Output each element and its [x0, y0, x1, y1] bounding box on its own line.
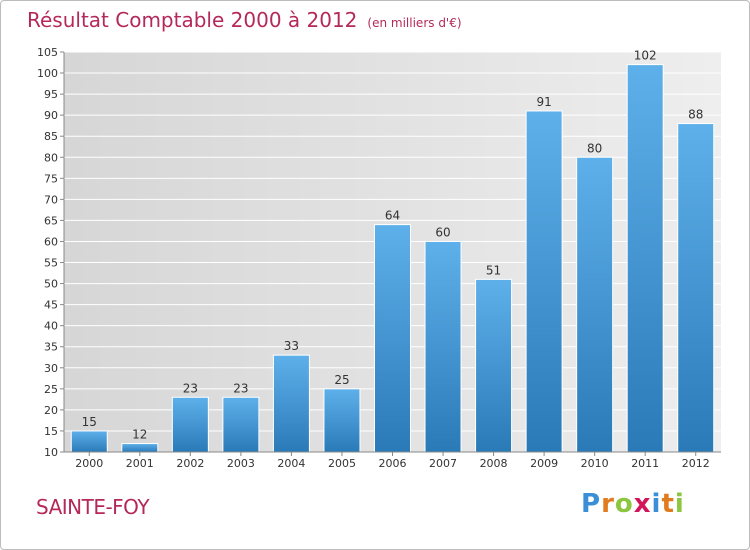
y-tick-label: 20	[44, 404, 58, 417]
logo-letter: i	[674, 489, 685, 519]
bar-value-label: 64	[385, 209, 400, 223]
logo-letter: o	[614, 489, 634, 519]
bar	[475, 278, 513, 453]
proxiti-logo: Proxiti	[581, 489, 685, 519]
bar-value-label: 51	[486, 263, 501, 277]
y-tick-label: 40	[44, 320, 58, 333]
x-tick-label: 2005	[328, 457, 356, 470]
x-tick-label: 2012	[682, 457, 710, 470]
bar-value-label: 25	[334, 373, 349, 387]
y-tick-label: 90	[44, 109, 58, 122]
x-tick-label: 2006	[379, 457, 407, 470]
x-tick-label: 2011	[631, 457, 659, 470]
logo-letter: i	[651, 489, 662, 519]
bar-value-label: 60	[435, 225, 450, 239]
bar	[626, 64, 664, 453]
x-tick-label: 2007	[429, 457, 457, 470]
x-tick-label: 2010	[581, 457, 609, 470]
bar	[70, 430, 108, 453]
bar-value-label: 102	[634, 49, 657, 63]
y-tick-label: 10	[44, 446, 58, 459]
y-tick-label: 30	[44, 362, 58, 375]
bar	[525, 110, 563, 453]
bar	[677, 123, 715, 453]
y-tick-label: 45	[44, 299, 58, 312]
bars: 15 12 23 23 33 25 64 60 51 91 80 102 88	[70, 49, 715, 453]
logo-letter: r	[601, 489, 615, 519]
y-tick-label: 85	[44, 130, 58, 143]
y-tick-label: 25	[44, 383, 58, 396]
x-tick-label: 2001	[126, 457, 154, 470]
bar	[576, 156, 614, 453]
x-tick-label: 2009	[530, 457, 558, 470]
bar	[374, 224, 411, 453]
y-tick-label: 35	[44, 341, 58, 354]
bar	[171, 396, 209, 453]
bar-value-label: 88	[688, 108, 703, 122]
bar-value-label: 23	[233, 381, 248, 395]
bar-value-label: 23	[183, 381, 198, 395]
x-axis: 2000 2001 2002 2003 2004 2005 2006 2007 2008 2009…	[64, 451, 721, 470]
bar-value-label: 80	[587, 141, 602, 155]
logo-letter: t	[661, 489, 675, 519]
bar-value-label: 12	[132, 428, 147, 442]
chart-title: Résultat Comptable 2000 à 2012	[27, 8, 358, 32]
bar	[424, 240, 462, 453]
x-tick-label: 2000	[75, 457, 103, 470]
bar-value-label: 91	[536, 95, 551, 109]
x-tick-label: 2008	[480, 457, 508, 470]
y-tick-label: 55	[44, 257, 58, 270]
y-tick-label: 80	[44, 151, 58, 164]
bar	[272, 354, 310, 453]
bar-value-label: 15	[82, 415, 97, 429]
logo-letter: P	[581, 489, 602, 519]
title-line: Résultat Comptable 2000 à 2012 (en millie…	[27, 8, 462, 32]
logo-letter: x	[633, 489, 652, 519]
bar-value-label: 33	[284, 339, 299, 353]
x-tick-label: 2004	[277, 457, 305, 470]
bar	[323, 388, 361, 453]
x-tick-label: 2002	[176, 457, 204, 470]
y-tick-label: 100	[37, 67, 58, 80]
y-tick-label: 50	[44, 278, 58, 291]
y-tick-label: 65	[44, 214, 58, 227]
commune-name: SAINTE-FOY	[36, 495, 150, 519]
bar	[121, 443, 159, 453]
y-tick-label: 95	[44, 88, 58, 101]
y-axis: 10 15 20 25 30 35 40 45 50 55 60 65 70 75 80 85 90 95 100 1…	[37, 46, 65, 459]
x-tick-label: 2003	[227, 457, 255, 470]
y-tick-label: 15	[44, 425, 58, 438]
y-tick-label: 105	[37, 46, 58, 59]
y-tick-label: 60	[44, 235, 58, 248]
y-tick-label: 75	[44, 172, 58, 185]
y-tick-label: 70	[44, 193, 58, 206]
bar	[222, 396, 260, 453]
chart-unit: (en milliers d'€)	[367, 16, 462, 30]
